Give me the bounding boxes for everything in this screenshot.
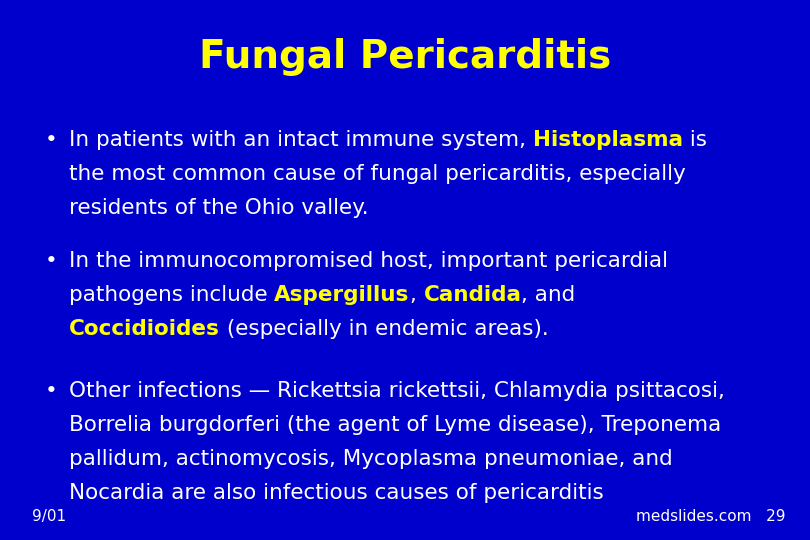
Text: Aspergillus: Aspergillus xyxy=(275,285,410,305)
Text: medslides.com   29: medslides.com 29 xyxy=(636,509,786,524)
Text: the most common cause of fungal pericarditis, especially: the most common cause of fungal pericard… xyxy=(69,164,685,184)
Text: 9/01: 9/01 xyxy=(32,509,66,524)
Text: •: • xyxy=(45,130,58,150)
Text: Other infections — Rickettsia rickettsii, Chlamydia psittacosi,: Other infections — Rickettsia rickettsii… xyxy=(69,381,725,401)
Text: is: is xyxy=(683,130,707,150)
Text: Fungal Pericarditis: Fungal Pericarditis xyxy=(199,38,611,76)
Text: In the immunocompromised host, important pericardial: In the immunocompromised host, important… xyxy=(69,251,668,271)
Text: , and: , and xyxy=(522,285,576,305)
Text: Candida: Candida xyxy=(424,285,522,305)
Text: Histoplasma: Histoplasma xyxy=(533,130,683,150)
Text: ,: , xyxy=(410,285,424,305)
Text: (especially in endemic areas).: (especially in endemic areas). xyxy=(220,319,548,339)
Text: •: • xyxy=(45,251,58,271)
Text: residents of the Ohio valley.: residents of the Ohio valley. xyxy=(69,198,369,218)
Text: pallidum, actinomycosis, Mycoplasma pneumoniae, and: pallidum, actinomycosis, Mycoplasma pneu… xyxy=(69,449,672,469)
Text: •: • xyxy=(45,381,58,401)
Text: Coccidioides: Coccidioides xyxy=(69,319,220,339)
Text: In patients with an intact immune system,: In patients with an intact immune system… xyxy=(69,130,533,150)
Text: Borrelia burgdorferi (the agent of Lyme disease), Treponema: Borrelia burgdorferi (the agent of Lyme … xyxy=(69,415,721,435)
Text: pathogens include: pathogens include xyxy=(69,285,275,305)
Text: Nocardia are also infectious causes of pericarditis: Nocardia are also infectious causes of p… xyxy=(69,483,603,503)
